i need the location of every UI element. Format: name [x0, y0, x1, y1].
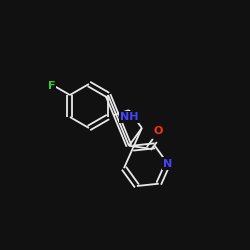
- Text: O: O: [154, 126, 163, 136]
- Text: NH: NH: [120, 112, 138, 122]
- Text: F: F: [48, 81, 55, 91]
- Text: N: N: [163, 158, 172, 168]
